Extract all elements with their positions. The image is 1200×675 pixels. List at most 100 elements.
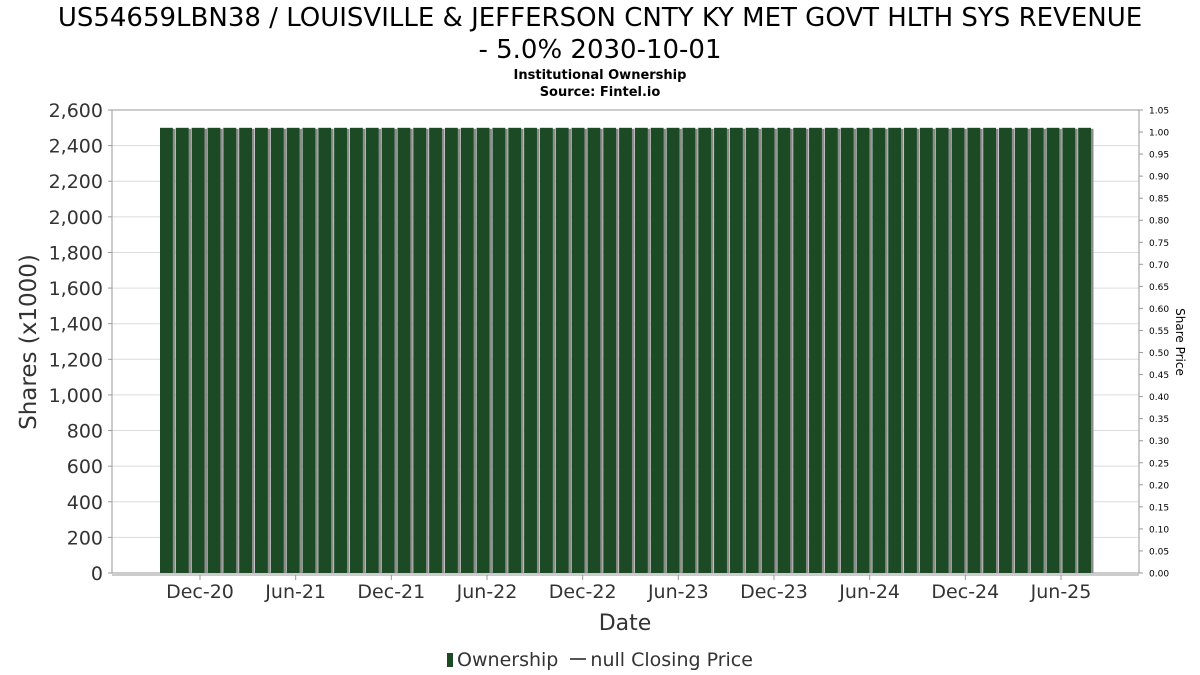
bar [492, 127, 506, 574]
bar [460, 127, 474, 574]
bar [175, 127, 189, 574]
y2-tick-label: 0.05 [1149, 547, 1169, 557]
legend-label-ownership: Ownership [457, 648, 559, 671]
bar [999, 127, 1012, 574]
chart-title-line2: - 5.0% 2030-10-01 [478, 35, 722, 65]
y-tick-label: 400 [67, 492, 103, 514]
bar [935, 127, 949, 574]
bar [904, 127, 917, 574]
y-axis-right: 0.00 0.05 0.10 0.15 0.20 0.25 0.30 0.35 0.40 0.45… [1139, 107, 1169, 580]
bar [872, 127, 886, 574]
bar [619, 127, 632, 574]
y-tick-label: 2,600 [49, 100, 103, 122]
y-tick-label: 1,800 [49, 242, 103, 264]
y2-tick-label: 0.65 [1149, 283, 1169, 293]
y2-tick-label: 0.20 [1149, 481, 1169, 491]
y2-tick-label: 1.00 [1149, 129, 1169, 139]
bar [524, 127, 537, 574]
bar [919, 127, 933, 574]
y2-axis-title: Share Price [1173, 308, 1187, 376]
bar [539, 127, 553, 574]
bar [302, 127, 316, 574]
bar [698, 127, 712, 574]
x-tick-label: Dec-23 [740, 581, 808, 603]
y-tick-label: 1,200 [49, 349, 103, 371]
bar [191, 127, 205, 574]
bar [223, 127, 237, 574]
y-axis-title: Shares (x1000) [16, 254, 42, 430]
bar [856, 127, 870, 574]
y-tick-label: 2,400 [49, 136, 103, 158]
y2-tick-label: 0.75 [1149, 239, 1169, 249]
bar [809, 127, 822, 574]
bar [444, 127, 458, 574]
bar [1078, 127, 1091, 574]
bar [334, 127, 347, 574]
bar [587, 127, 601, 574]
y2-tick-label: 1.05 [1149, 107, 1169, 117]
y-tick-label: 0 [91, 563, 103, 585]
y-tick-label: 600 [67, 456, 103, 478]
bar [286, 127, 300, 574]
y2-tick-label: 0.15 [1149, 503, 1169, 513]
bar [761, 127, 775, 574]
bar [270, 127, 284, 574]
y2-tick-label: 0.80 [1149, 217, 1169, 227]
bar [634, 127, 648, 574]
y2-tick-label: 0.85 [1149, 195, 1169, 205]
x-axis: Dec-20 Jun-21 Dec-21 Jun-22 Dec-22 Jun-23 Dec-… [112, 574, 1139, 603]
legend-label-price: null Closing Price [590, 648, 753, 671]
y-tick-label: 200 [67, 527, 103, 549]
y2-tick-label: 0.55 [1149, 327, 1169, 337]
y2-tick-label: 0.25 [1149, 459, 1169, 469]
bar [397, 127, 411, 574]
y2-tick-label: 0.70 [1149, 261, 1169, 271]
chart-subtitle: Institutional Ownership [513, 68, 687, 83]
bar [571, 127, 585, 574]
bar [666, 127, 680, 574]
ownership-swatch-icon [447, 652, 454, 667]
bar [682, 127, 696, 574]
price-line-swatch-icon [570, 657, 587, 660]
y-tick-label: 2,200 [49, 171, 103, 193]
x-tick-label: Jun-21 [264, 581, 326, 603]
y2-tick-label: 0.35 [1149, 415, 1169, 425]
bar [1014, 127, 1028, 574]
bar [365, 127, 379, 574]
legend-item-ownership[interactable]: Ownership [447, 649, 558, 671]
y2-tick-label: 0.50 [1149, 349, 1169, 359]
bar [888, 127, 902, 574]
y2-tick-label: 0.40 [1149, 393, 1169, 403]
bar [239, 127, 252, 574]
bar [967, 127, 981, 574]
bar [951, 127, 965, 574]
y-tick-label: 1,400 [49, 314, 103, 336]
y-axis-left: 0 200 400 600 800 1,000 1,200 1,400 1,600 1,800 2,… [49, 100, 112, 585]
y-tick-label: 1,000 [49, 385, 103, 407]
chart-source: Source: Fintel.io [539, 85, 661, 100]
bar [1046, 127, 1060, 574]
x-tick-label: Jun-22 [456, 581, 518, 603]
y2-tick-label: 0.45 [1149, 371, 1169, 381]
chart-legend: Ownership null Closing Price [0, 648, 1200, 671]
x-tick-label: Dec-20 [166, 581, 234, 603]
bar [745, 127, 759, 574]
bar [413, 127, 427, 574]
y2-tick-label: 0.30 [1149, 437, 1169, 447]
y2-tick-label: 0.00 [1149, 570, 1169, 580]
bar [650, 127, 664, 574]
bar [603, 127, 617, 574]
bar [714, 127, 727, 574]
x-tick-label: Jun-24 [838, 581, 900, 603]
x-tick-label: Jun-23 [647, 581, 709, 603]
bar [207, 127, 221, 574]
y2-tick-label: 0.60 [1149, 305, 1169, 315]
x-tick-label: Dec-21 [357, 581, 425, 603]
bar [349, 127, 363, 574]
y2-tick-label: 0.90 [1149, 173, 1169, 183]
y2-tick-label: 0.10 [1149, 525, 1169, 535]
bar [476, 127, 490, 574]
x-axis-title: Date [599, 611, 652, 636]
legend-item-price[interactable]: null Closing Price [564, 649, 753, 671]
